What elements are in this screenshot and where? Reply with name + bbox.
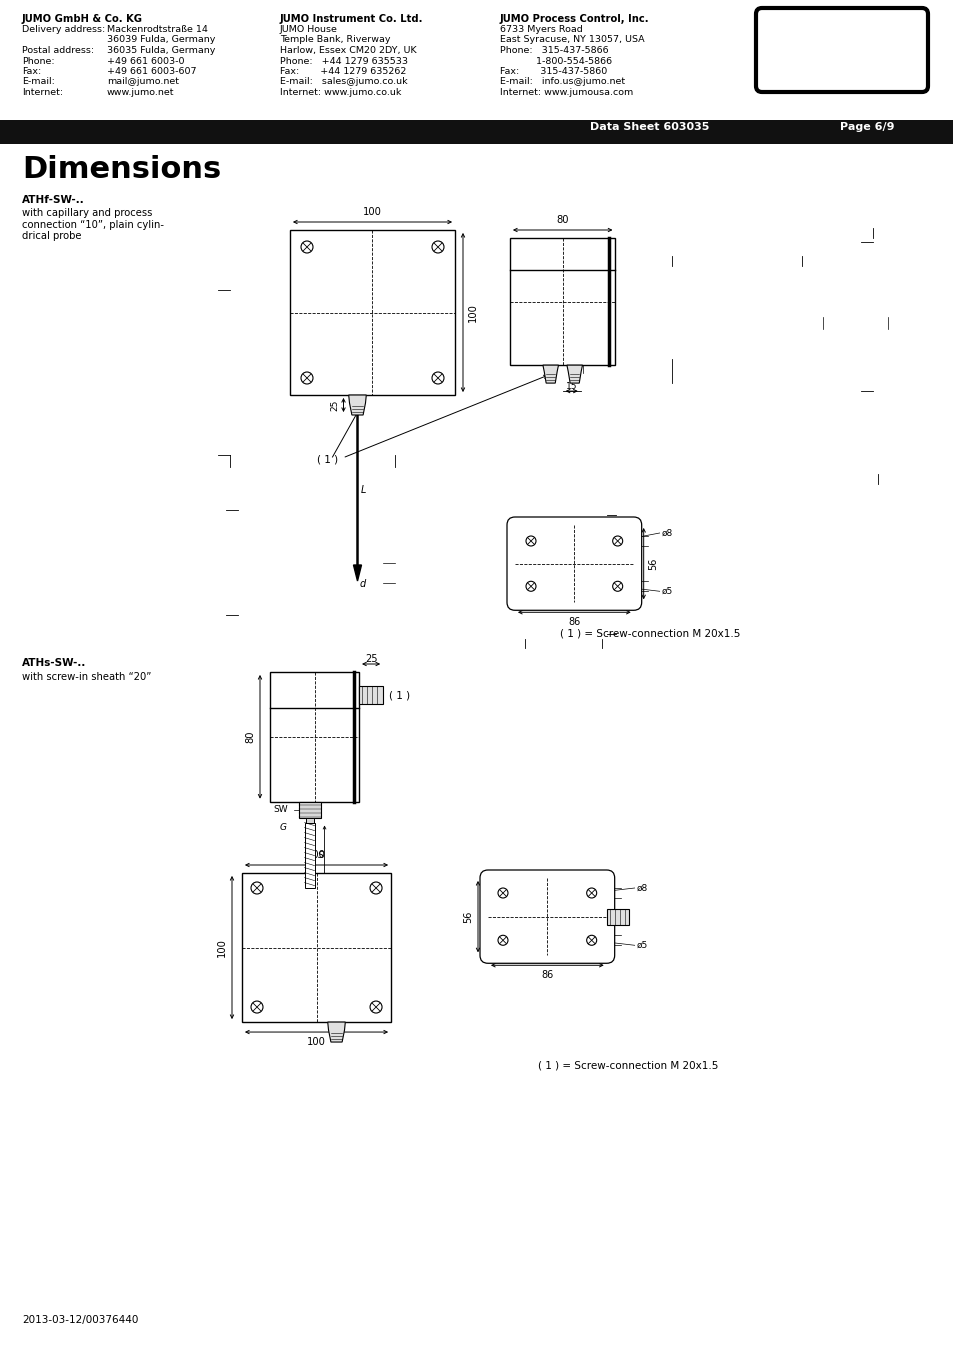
Text: 25: 25	[330, 400, 339, 410]
Text: 86: 86	[540, 971, 553, 980]
FancyBboxPatch shape	[506, 517, 641, 610]
Text: 25: 25	[364, 653, 377, 664]
Text: 36039 Fulda, Germany: 36039 Fulda, Germany	[107, 35, 215, 45]
FancyBboxPatch shape	[755, 8, 927, 92]
Text: 80: 80	[245, 730, 254, 742]
Text: JUMO GmbH & Co. KG: JUMO GmbH & Co. KG	[22, 14, 143, 24]
Text: 100: 100	[307, 850, 326, 860]
Text: G: G	[279, 824, 286, 832]
Text: 100: 100	[468, 302, 477, 321]
Text: E-mail:: E-mail:	[22, 77, 55, 86]
Bar	[304, 822, 314, 887]
Text: 80: 80	[556, 215, 568, 225]
Text: SW: SW	[274, 805, 288, 814]
Text: 100: 100	[363, 207, 381, 217]
Text: JUMO House: JUMO House	[280, 26, 337, 34]
Bar	[510, 238, 615, 364]
Text: mail@jumo.net: mail@jumo.net	[107, 77, 179, 86]
Text: ( 1 ): ( 1 )	[316, 455, 337, 464]
Text: Phone:   315-437-5866: Phone: 315-437-5866	[499, 46, 608, 55]
Text: Mackenrodtstraße 14: Mackenrodtstraße 14	[107, 26, 208, 34]
Text: ø8: ø8	[661, 528, 672, 537]
FancyBboxPatch shape	[479, 869, 614, 964]
Text: 86: 86	[568, 617, 579, 628]
Text: E-mail:   sales@jumo.co.uk: E-mail: sales@jumo.co.uk	[280, 77, 407, 86]
Polygon shape	[354, 566, 361, 580]
Text: øD: øD	[295, 898, 308, 907]
Text: Internet: www.jumousa.com: Internet: www.jumousa.com	[499, 88, 633, 97]
Text: E-mail:   info.us@jumo.net: E-mail: info.us@jumo.net	[499, 77, 624, 86]
Bar	[606, 909, 628, 925]
Text: Harlow, Essex CM20 2DY, UK: Harlow, Essex CM20 2DY, UK	[280, 46, 416, 55]
Text: ATHf-SW-..: ATHf-SW-..	[22, 194, 85, 205]
Text: S: S	[317, 850, 323, 860]
Polygon shape	[542, 364, 558, 383]
Text: 56: 56	[648, 558, 658, 570]
Text: 1-800-554-5866: 1-800-554-5866	[499, 57, 612, 66]
Text: Phone:: Phone:	[22, 57, 54, 66]
Text: JUMO Instrument Co. Ltd.: JUMO Instrument Co. Ltd.	[280, 14, 423, 24]
Text: 56: 56	[462, 910, 473, 923]
Text: Fax:: Fax:	[22, 68, 41, 76]
Text: Fax:       315-437-5860: Fax: 315-437-5860	[499, 68, 607, 76]
Text: JUMO Process Control, Inc.: JUMO Process Control, Inc.	[499, 14, 649, 24]
Text: +49 661 6003-0: +49 661 6003-0	[107, 57, 184, 66]
Text: 6733 Myers Road: 6733 Myers Road	[499, 26, 582, 34]
Polygon shape	[566, 364, 582, 383]
Text: +49 661 6003-607: +49 661 6003-607	[107, 68, 196, 76]
Text: Temple Bank, Riverway: Temple Bank, Riverway	[280, 35, 390, 45]
Text: www.jumo.net: www.jumo.net	[107, 88, 174, 97]
Text: 36035 Fulda, Germany: 36035 Fulda, Germany	[107, 46, 215, 55]
Text: ( 1 ) = Screw-connection M 20x1.5: ( 1 ) = Screw-connection M 20x1.5	[537, 1060, 718, 1071]
Bar	[0, 120, 953, 144]
Bar	[0, 0, 953, 120]
Text: with capillary and process
connection “10”, plain cylin-
drical probe: with capillary and process connection “1…	[22, 208, 164, 242]
Text: East Syracuse, NY 13057, USA: East Syracuse, NY 13057, USA	[499, 35, 644, 45]
Text: Internet: www.jumo.co.uk: Internet: www.jumo.co.uk	[280, 88, 401, 97]
Text: Postal address:: Postal address:	[22, 46, 94, 55]
Polygon shape	[349, 396, 366, 414]
Text: ATHs-SW-..: ATHs-SW-..	[22, 657, 87, 668]
Bar	[270, 672, 358, 802]
Text: Phone:   +44 1279 635533: Phone: +44 1279 635533	[280, 57, 408, 66]
Bar	[242, 873, 391, 1022]
Text: 100: 100	[216, 938, 227, 957]
Text: 100: 100	[307, 1037, 326, 1048]
Text: Internet:: Internet:	[22, 88, 63, 97]
Text: d: d	[359, 579, 365, 589]
Text: ø8: ø8	[636, 883, 647, 892]
Text: Page 6/9: Page 6/9	[840, 122, 894, 132]
Text: 15: 15	[565, 382, 577, 391]
Bar	[290, 230, 455, 396]
Text: ø5: ø5	[661, 587, 672, 595]
Text: Data Sheet 603035: Data Sheet 603035	[589, 122, 709, 132]
Bar	[298, 802, 320, 818]
Text: Delivery address:: Delivery address:	[22, 26, 105, 34]
Bar	[305, 818, 314, 822]
Polygon shape	[328, 1022, 345, 1042]
Text: ( 1 ): ( 1 )	[389, 690, 410, 701]
Text: JUMO: JUMO	[782, 35, 900, 73]
Text: ( 1 ) = Screw-connection M 20x1.5: ( 1 ) = Screw-connection M 20x1.5	[559, 628, 740, 639]
Text: L: L	[360, 485, 366, 495]
Text: Fax:       +44 1279 635262: Fax: +44 1279 635262	[280, 68, 406, 76]
Text: with screw-in sheath “20”: with screw-in sheath “20”	[22, 672, 152, 682]
Text: 2013-03-12/00376440: 2013-03-12/00376440	[22, 1315, 138, 1324]
Text: Dimensions: Dimensions	[22, 155, 221, 184]
Text: ø5: ø5	[636, 941, 647, 950]
Bar	[358, 686, 383, 705]
